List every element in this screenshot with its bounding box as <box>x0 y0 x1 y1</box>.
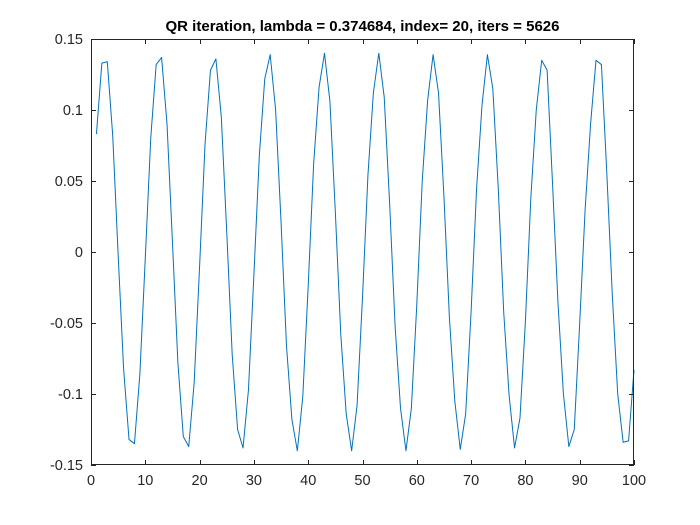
y-tick-label: -0.15 <box>50 458 83 474</box>
plot-area <box>95 52 635 452</box>
axes: 0 10 20 30 40 50 60 70 80 90 100 0.15 0.1 0.05 0 -0.05 -… <box>50 32 646 489</box>
y-tick-label: -0.05 <box>50 316 83 332</box>
x-tick-label: 90 <box>572 473 588 489</box>
x-tick-label: 30 <box>246 473 262 489</box>
x-tick-label: 20 <box>192 473 208 489</box>
chart-title: QR iteration, lambda = 0.374684, index= … <box>166 18 560 35</box>
x-tick-label: 70 <box>463 473 479 489</box>
y-tick-label: 0.05 <box>55 174 83 190</box>
x-tick-label: 60 <box>409 473 425 489</box>
y-tick-label: 0 <box>75 245 83 261</box>
axes-background <box>91 39 634 465</box>
x-tick-label: 80 <box>517 473 533 489</box>
y-tick-label: -0.1 <box>58 387 83 403</box>
y-tick-label: 0.1 <box>63 103 83 119</box>
y-tick-label: 0.15 <box>55 32 83 48</box>
x-tick-label: 40 <box>300 473 316 489</box>
x-tick-label: 10 <box>137 473 153 489</box>
series-line-0 <box>95 52 635 452</box>
x-tick-label: 0 <box>87 473 95 489</box>
x-tick-label: 100 <box>622 473 646 489</box>
x-tick-label: 50 <box>354 473 370 489</box>
